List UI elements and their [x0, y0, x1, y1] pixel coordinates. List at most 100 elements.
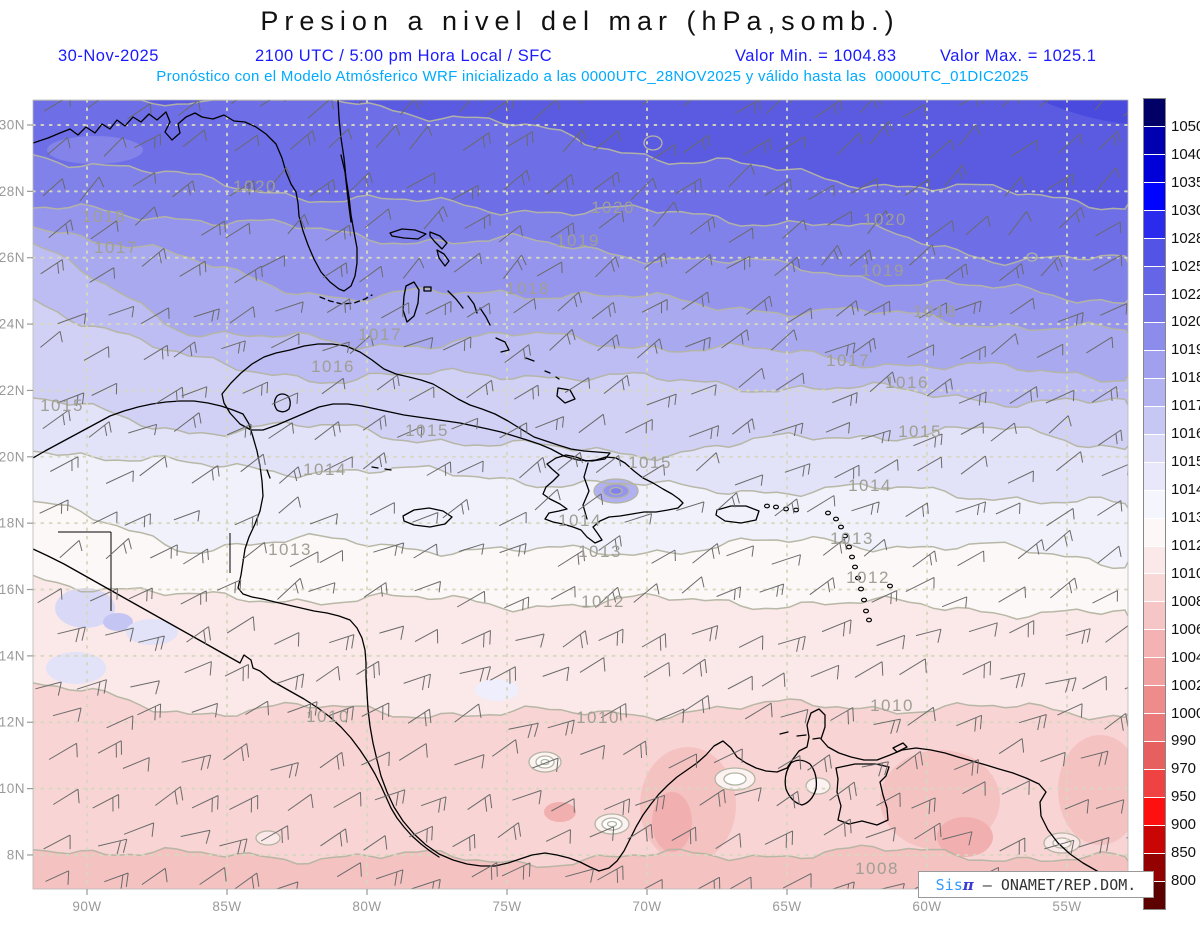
colorbar-value: 990 [1171, 732, 1197, 750]
sispi-brand: Sis [935, 875, 963, 894]
colorbar-value: 1013 [1171, 509, 1200, 526]
contour-label: 1015 [405, 421, 449, 440]
lat-label: 16N [0, 582, 25, 597]
colorbar-segment [1144, 742, 1165, 770]
isobar-1013 [33, 500, 1128, 570]
colorbar-value: 800 [1171, 872, 1197, 890]
isobar-1010 [33, 682, 1128, 722]
colorbar-value: 1030 [1171, 201, 1200, 219]
band-1015 [33, 299, 1128, 461]
lon-label: 75W [492, 899, 521, 914]
contour-label: 1015 [40, 396, 84, 415]
lat-label: 12N [0, 715, 25, 730]
contour-label: 1008 [855, 859, 899, 878]
colorbar-segment [1144, 798, 1165, 826]
colorbar-segment [1144, 322, 1165, 350]
lon-label: 85W [212, 899, 241, 914]
colorbar-segment [1144, 350, 1165, 378]
colorbar-value: 970 [1171, 760, 1197, 778]
colorbar-value: 1012 [1171, 536, 1200, 554]
lon-label: 55W [1052, 899, 1081, 914]
colorbar-value: 1010 [1171, 564, 1200, 582]
lat-label: 28N [0, 184, 25, 199]
lat-label: 20N [0, 449, 25, 464]
contour-label: 1019 [861, 261, 905, 280]
closed-contour-rings [255, 135, 1081, 854]
lat-label: 18N [0, 516, 25, 531]
colorbar-value: 1028 [1171, 229, 1200, 247]
lon-label: 70W [632, 899, 661, 914]
contour-label: 1010 [870, 696, 914, 715]
wind-barbs [35, 100, 1128, 889]
colorbar-value: 1035 [1171, 173, 1200, 191]
colorbar-segment [1144, 406, 1165, 434]
contour-label: 1020 [591, 198, 635, 217]
colorbar-segment [1144, 490, 1165, 518]
colorbar-segment [1144, 266, 1165, 294]
colorbar-value: 1000 [1171, 704, 1200, 722]
colorbar-value: 850 [1171, 844, 1197, 862]
colorbar-value: 1022 [1171, 285, 1200, 303]
pi-icon: π [962, 875, 974, 894]
colorbar-segment [1144, 686, 1165, 714]
page-title: Presion a nivel del mar (hPa,somb.) [260, 6, 900, 36]
colorbar-value: 1018 [1171, 369, 1200, 387]
colorbar-segment [1144, 546, 1165, 574]
contour-label: 1016 [885, 373, 929, 392]
colorbar-value: 1050 [1171, 117, 1200, 135]
isobar-1018 [33, 225, 1128, 335]
contour-label: 1015 [628, 453, 672, 472]
contour-label: 1017 [94, 238, 138, 257]
coastlines [33, 100, 1128, 886]
colorbar-segment [1144, 154, 1165, 182]
colorbar-segment [1144, 434, 1165, 462]
colorbar-segment [1144, 182, 1165, 210]
band-1020 [33, 100, 1128, 266]
contour-labels: 1020 1018 1017 1015 1015 1014 1013 1010 1020 1019… [40, 177, 955, 878]
contour-label: 1014 [303, 460, 347, 479]
colorbar-segment [1144, 658, 1165, 686]
colorbar-segment [1144, 462, 1165, 490]
lat-label: 8N [7, 847, 25, 862]
band-1016 [33, 243, 1128, 408]
colorbar-segment [1144, 518, 1165, 546]
lat-label: 22N [0, 383, 25, 398]
colorbar-value: 1019 [1171, 341, 1200, 359]
contour-label: 1013 [268, 540, 312, 559]
lat-label: 14N [0, 648, 25, 663]
band-1012 [33, 501, 1128, 620]
latlon-grid [33, 100, 1128, 889]
colorbar-value: 1014 [1171, 481, 1200, 498]
pressure-colorbar [1143, 98, 1166, 910]
colorbar-value: 1040 [1171, 145, 1200, 163]
contour-label: 1013 [830, 529, 874, 548]
colorbar-segment [1144, 826, 1165, 854]
band-1010 [33, 575, 1128, 721]
lon-label: 65W [772, 899, 801, 914]
colorbar-value: 1016 [1171, 425, 1200, 443]
valor-max-label: Valor Max. = 1025.1 [940, 47, 1097, 65]
colorbar-value: 1008 [1171, 592, 1200, 610]
contour-label: 1017 [358, 325, 402, 344]
isobar-1016 [33, 298, 1128, 408]
contour-label: 1018 [506, 279, 550, 298]
valor-min-label: Valor Min. = 1004.83 [735, 47, 897, 65]
colorbar-segment [1144, 294, 1165, 322]
isobar-1012 [33, 574, 1128, 620]
colorbar-segment [1144, 210, 1165, 238]
lon-label: 80W [352, 899, 381, 914]
isobar-1017 [33, 242, 1128, 383]
colorbar-value: 1004 [1171, 648, 1200, 666]
colorbar-segment [1144, 714, 1165, 742]
colorbar-segment [1144, 574, 1165, 602]
colorbar-value: 1015 [1171, 453, 1200, 471]
contour-label: 1020 [863, 210, 907, 229]
colorbar-value: 1006 [1171, 620, 1200, 638]
contour-label: 1012 [846, 568, 890, 587]
contour-label: 1016 [311, 357, 355, 376]
contour-label: 1014 [848, 476, 892, 495]
colorbar-value: 1002 [1171, 676, 1200, 694]
band-1008 [33, 682, 1128, 868]
